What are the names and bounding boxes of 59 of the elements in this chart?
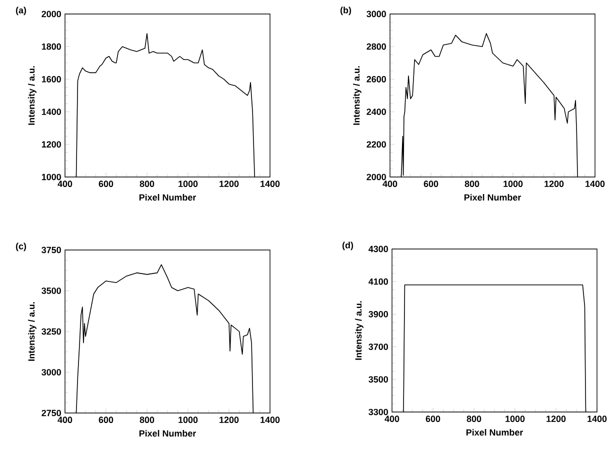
y-tick-label: 3750 (42, 246, 61, 254)
x-tick-label: 400 (58, 180, 72, 188)
y-tick-label: 3900 (368, 311, 388, 318)
y-tick-label: 1600 (42, 76, 61, 82)
y-tick-label: 2000 (366, 174, 386, 180)
chart-title: (a) (16, 6, 26, 16)
x-tick-label: 1000 (506, 416, 525, 422)
x-tick-label: 1000 (178, 180, 198, 188)
x-tick-label: 1200 (544, 180, 564, 188)
y-tick-label: 3000 (366, 10, 386, 18)
y-tick-label: 3700 (368, 344, 388, 350)
x-tick-label: 1200 (546, 416, 566, 422)
x-tick-label: 1400 (588, 416, 607, 422)
y-tick-label: 2600 (366, 76, 386, 82)
x-tick-label: 800 (466, 416, 482, 422)
y-tick-label: 3000 (42, 369, 61, 376)
x-axis-title: Pixel Number (139, 430, 196, 437)
x-tick-label: 800 (140, 180, 154, 188)
x-tick-label: 1000 (178, 416, 198, 424)
x-tick-label: 1200 (220, 416, 239, 424)
x-axis-title: Pixel Number (464, 194, 522, 201)
x-axis-title: Pixel Number (139, 194, 196, 201)
x-tick-label: 1000 (504, 180, 523, 188)
x-tick-label: 400 (384, 416, 400, 422)
x-tick-label: 1400 (586, 180, 605, 188)
x-axis-title: Pixel Number (466, 429, 524, 436)
y-tick-label: 1400 (42, 108, 61, 115)
x-tick-label: 1200 (220, 180, 239, 188)
chart-title: (d) (342, 242, 354, 250)
x-tick-label: 600 (98, 416, 114, 424)
chart-title: (b) (340, 6, 352, 16)
y-axis-title: Intensity / a.u. (353, 66, 362, 125)
x-tick-label: 400 (382, 180, 398, 188)
y-tick-label: 2800 (366, 43, 386, 50)
y-tick-label: 2000 (42, 10, 61, 18)
y-tick-label: 3500 (42, 288, 61, 294)
y-axis-title: Intensity / a.u. (355, 301, 364, 360)
y-axis-title: Intensity / a.u. (28, 302, 36, 361)
y-tick-label: 1800 (42, 43, 61, 50)
y-tick-label: 1200 (42, 141, 61, 148)
x-tick-label: 600 (426, 416, 440, 422)
x-tick-label: 1400 (260, 180, 280, 188)
x-tick-label: 600 (98, 180, 114, 188)
y-tick-label: 3250 (42, 328, 61, 335)
x-tick-label: 600 (424, 180, 438, 188)
x-tick-label: 400 (58, 416, 72, 424)
x-tick-label: 800 (140, 416, 154, 424)
y-tick-label: 2400 (366, 108, 386, 115)
x-tick-label: 1400 (260, 416, 280, 424)
y-tick-label: 2750 (42, 410, 61, 416)
x-tick-label: 800 (464, 180, 480, 188)
y-tick-label: 2200 (366, 141, 386, 148)
y-tick-label: 4300 (368, 246, 388, 252)
chart-title: (c) (16, 242, 26, 252)
y-tick-label: 1000 (42, 174, 61, 180)
y-tick-label: 3300 (368, 408, 388, 416)
y-tick-label: 3500 (368, 376, 388, 383)
y-axis-title: Intensity / a.u. (28, 66, 36, 125)
y-tick-label: 4100 (368, 278, 388, 285)
